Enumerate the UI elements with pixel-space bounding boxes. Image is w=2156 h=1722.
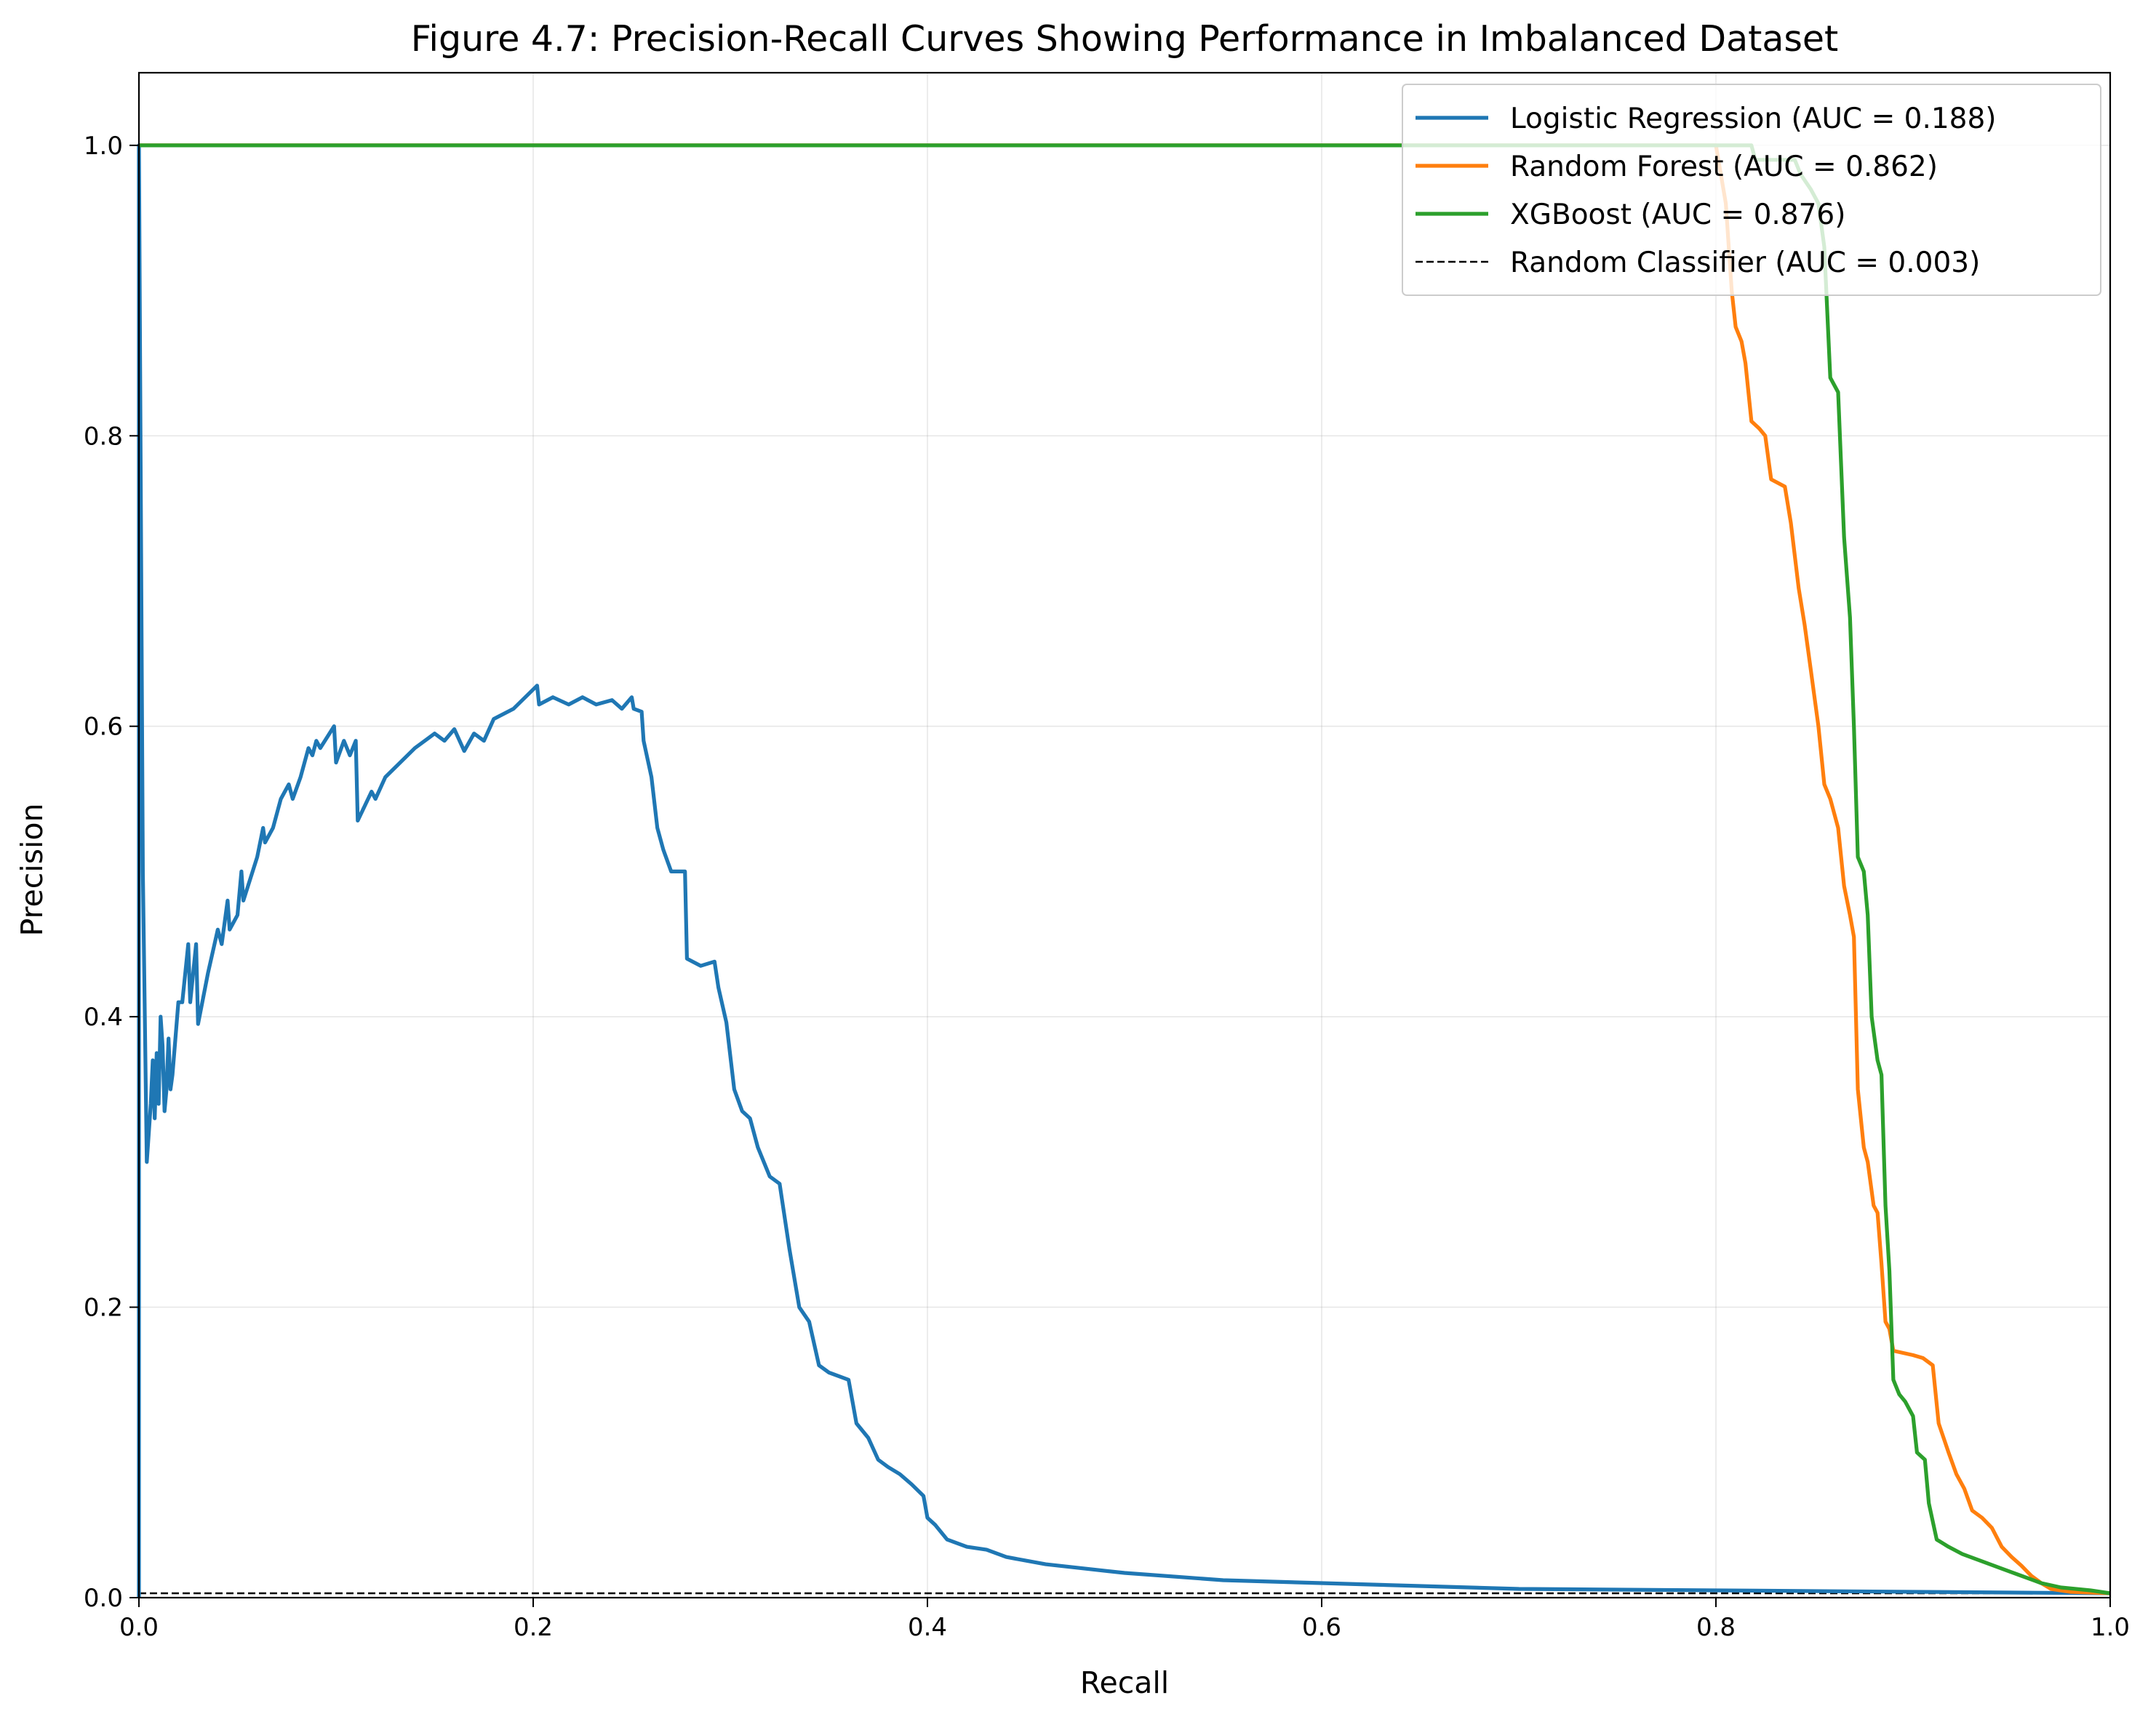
x-axis-label: Recall (1080, 1665, 1169, 1700)
legend-box (1402, 84, 2101, 296)
x-tick-label: 0.0 (119, 1613, 159, 1642)
logistic-regression-series-line (137, 143, 2111, 1598)
legend-label: Logistic Regression (AUC = 0.188) (1510, 103, 1997, 135)
legend-label: Random Classifier (AUC = 0.003) (1510, 247, 1980, 279)
chart-title: Figure 4.7: Precision-Recall Curves Show… (411, 18, 1839, 60)
random-forest-series-line (139, 143, 2111, 1595)
plot-area-frame (137, 71, 2112, 1599)
y-tick-label: 0.8 (84, 422, 123, 451)
y-tick-label: 1.0 (84, 132, 123, 161)
x-tick-label: 1.0 (2091, 1613, 2130, 1642)
legend: Logistic Regression (AUC = 0.188) Random … (1402, 84, 2101, 296)
y-tick-label: 0.2 (84, 1294, 123, 1323)
x-tick-label: 0.6 (1302, 1613, 1341, 1642)
grid-lines (138, 73, 2111, 1598)
y-tick-label: 0.6 (84, 713, 123, 742)
x-tick-label: 0.8 (1696, 1613, 1736, 1642)
axis-ticks: 0.0 0.2 0.4 0.6 0.8 1.0 0.0 0.2 0.4 0.6 0.8 1.0 (84, 132, 2130, 1642)
y-axis-label: Precision (15, 804, 49, 937)
y-tick-label: 0.4 (84, 1003, 123, 1032)
legend-label: Random Forest (AUC = 0.862) (1510, 151, 1938, 183)
y-tick-label: 0.0 (84, 1584, 123, 1613)
x-tick-label: 0.2 (514, 1613, 553, 1642)
legend-label: XGBoost (AUC = 0.876) (1510, 199, 1845, 231)
x-tick-label: 0.4 (908, 1613, 947, 1642)
